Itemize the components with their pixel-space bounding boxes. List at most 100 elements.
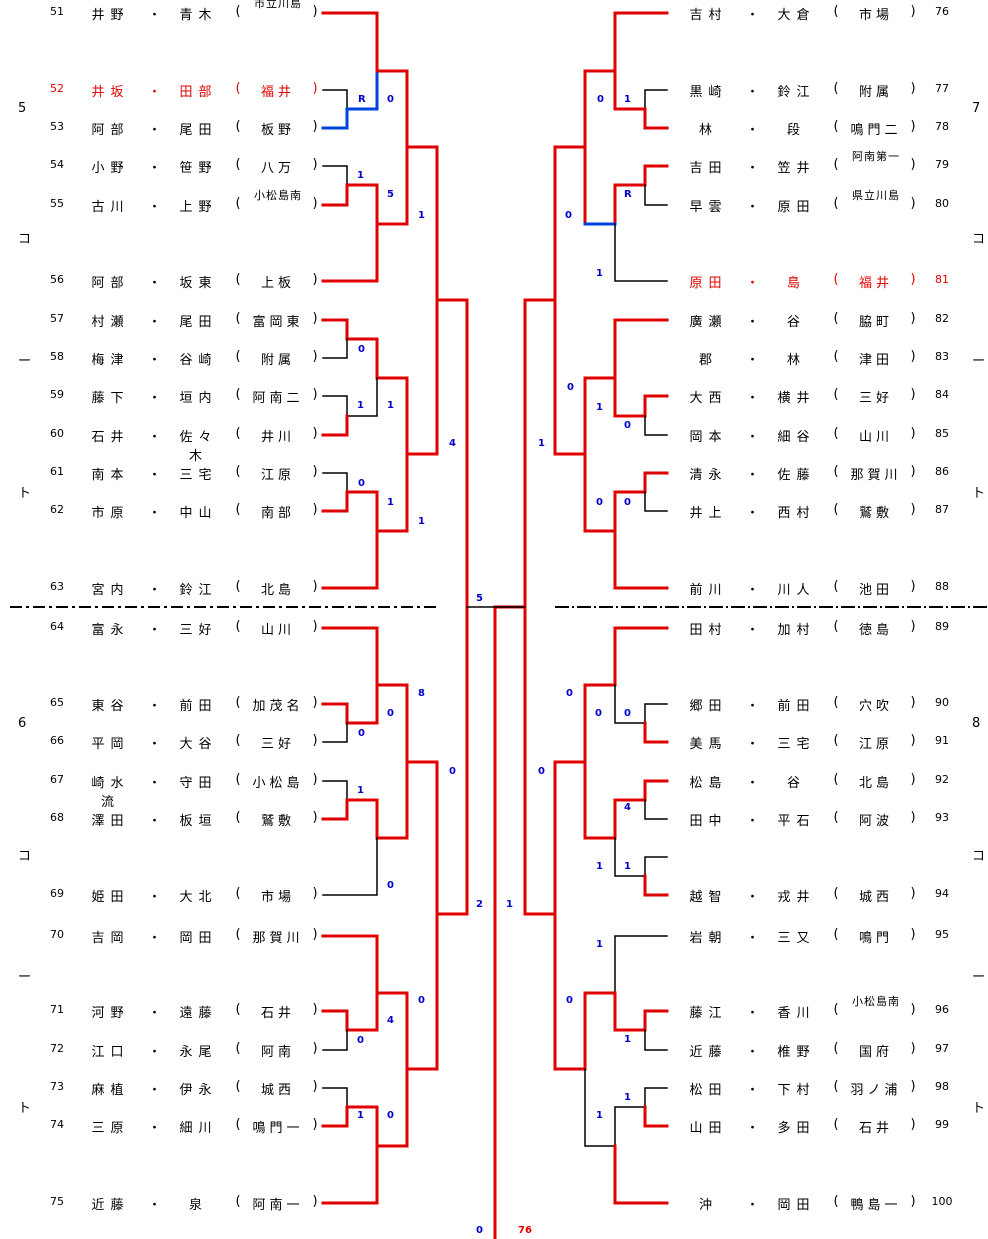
team-name: 市立川島 [254, 0, 302, 10]
paren-close: ) [312, 1041, 318, 1056]
score-46: 1 [624, 1034, 631, 1045]
entry-number: 99 [935, 1118, 949, 1131]
paren-open: ( [833, 464, 839, 479]
paren-close: ) [910, 1194, 916, 1209]
player-b: 三宅 [777, 737, 816, 752]
team-name: 城西 [858, 890, 893, 905]
player-b: 谷崎 [179, 353, 218, 368]
entry-number: 63 [50, 580, 64, 593]
team-name: 石井 [858, 1121, 893, 1136]
separator: ・ [148, 931, 162, 946]
separator: ・ [148, 315, 162, 330]
paren-open: ( [833, 272, 839, 287]
score-44: 1 [596, 939, 603, 950]
team-name: 穴吹 [858, 699, 893, 714]
paren-close: ) [910, 349, 916, 364]
paren-open: ( [833, 196, 839, 211]
paren-open: ( [235, 1117, 241, 1132]
team-name: 富岡東 [252, 315, 304, 330]
right-entry-99: 99 山田 ・ 多田 (石井) [0, 1116, 988, 1136]
paren-open: ( [235, 4, 241, 19]
paren-close: ) [312, 1194, 318, 1209]
left-entry-60: 60 石井 ・ 佐々木 (井川) [0, 425, 988, 464]
player-a: 宮内 [91, 583, 130, 598]
team-name: 那賀川 [850, 468, 902, 483]
team-name: 県立川島 [852, 189, 900, 202]
entry-number: 53 [50, 120, 64, 133]
paren-open: ( [235, 886, 241, 901]
team-name: 北島 [260, 583, 295, 598]
paren-open: ( [235, 733, 241, 748]
player-b: 三宅 [179, 468, 218, 483]
player-b: 三又 [777, 931, 816, 946]
team-name: 小松島南 [852, 995, 900, 1008]
right-entry-82: 82 廣瀬 ・ 谷 (脇町) [0, 310, 988, 330]
left-entry-55: 55 古川 ・ 上野 (小松島南) [0, 190, 988, 216]
right-entry-89: 89 田村 ・ 加村 (徳島) [0, 618, 988, 638]
paren-close: ) [312, 426, 318, 441]
score-21: 4 [387, 1015, 394, 1026]
paren-close: ) [312, 349, 318, 364]
separator: ・ [148, 737, 162, 752]
right-entry-86: 86 清永 ・ 佐藤 (那賀川) [0, 463, 988, 483]
player-b: 谷 [786, 315, 806, 330]
separator: ・ [746, 699, 760, 714]
player-a: 井上 [689, 506, 728, 521]
team-name: 江原 [858, 737, 893, 752]
entry-number: 100 [931, 1195, 953, 1208]
right-entry-85: 85 岡本 ・ 細谷 (山川) [0, 425, 988, 445]
left-entry-53: 53 阿部 ・ 尾田 (板野) [0, 118, 988, 138]
entry-number: 91 [935, 734, 949, 747]
entry-number: 55 [50, 197, 64, 210]
court-right-top-0: 7 [972, 101, 981, 116]
entry-number: 66 [50, 734, 64, 747]
paren-open: ( [235, 1041, 241, 1056]
score-16: 0 [449, 766, 456, 777]
entry-number: 75 [50, 1195, 64, 1208]
left-entry-69: 69 姫田 ・ 大北 (市場) [0, 885, 988, 905]
team-name: 那賀川 [252, 931, 304, 946]
score-49: 0 [476, 1225, 483, 1236]
player-b: 西村 [777, 506, 816, 521]
score-32: 0 [624, 420, 631, 431]
paren-open: ( [833, 772, 839, 787]
right-entry-92: 92 松島 ・ 谷 (北島) [0, 771, 988, 791]
entry-number: 79 [935, 158, 949, 171]
paren-open: ( [235, 349, 241, 364]
score-50: 76 [518, 1225, 532, 1236]
team-name: 石井 [260, 1006, 295, 1021]
player-b: 伊永 [179, 1083, 218, 1098]
entry-number: 85 [935, 427, 949, 440]
left-entry-72: 72 江口 ・ 永尾 (阿南) [0, 1040, 988, 1060]
player-b: 戎井 [777, 890, 816, 905]
player-b: 下村 [777, 1083, 816, 1098]
paren-close: ) [910, 772, 916, 787]
player-a: 石井 [91, 430, 130, 445]
right-entry-90: 90 郷田 ・ 前田 (穴吹) [0, 694, 988, 714]
team-name: 加茂名 [252, 699, 304, 714]
paren-close: ) [910, 1002, 916, 1017]
player-b: 遠藤 [179, 1006, 218, 1021]
paren-open: ( [235, 426, 241, 441]
score-11: 1 [418, 516, 425, 527]
separator: ・ [746, 583, 760, 598]
player-b: 中山 [179, 506, 218, 521]
player-a: 江口 [91, 1045, 130, 1060]
paren-close: ) [910, 311, 916, 326]
court-right-top-1: コ [972, 232, 986, 247]
paren-open: ( [235, 81, 241, 96]
separator: ・ [746, 123, 760, 138]
paren-open: ( [833, 426, 839, 441]
court-left-bottom-0: 6 [18, 716, 27, 731]
paren-close: ) [910, 579, 916, 594]
entry-number: 76 [935, 5, 949, 18]
team-name: 福井 [260, 85, 295, 100]
paren-open: ( [833, 157, 839, 172]
right-entry-79: 79 吉田 ・ 笠井 (阿南第一) [0, 151, 988, 177]
player-a: 阿部 [91, 276, 130, 291]
team-name: 阿南二 [252, 391, 304, 406]
team-name: 南部 [260, 506, 295, 521]
team-name: 阿南第一 [852, 150, 900, 163]
entry-number: 65 [50, 696, 64, 709]
team-name: 山川 [858, 430, 893, 445]
